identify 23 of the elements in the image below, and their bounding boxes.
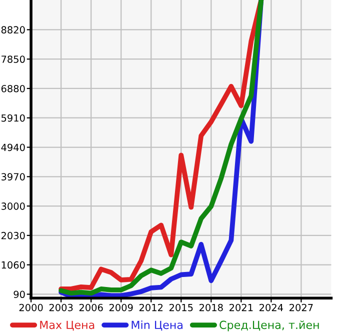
x-tick-label: 2024 xyxy=(260,304,283,312)
legend-label: Max Цена xyxy=(40,320,94,331)
x-tick-label: 2006 xyxy=(79,304,103,312)
y-tick-label: 1060 xyxy=(2,261,25,269)
y-tick-label: 6880 xyxy=(1,84,25,92)
y-tick-label: 3970 xyxy=(1,173,25,180)
x-tick-label: 2003 xyxy=(49,304,73,312)
y-tick-label: 2030 xyxy=(1,232,25,240)
y-tick-label: 4940 xyxy=(1,144,25,152)
y-tick-label: 3000 xyxy=(1,202,25,210)
y-tick-label: 5910 xyxy=(2,114,25,122)
x-tick-label: 2009 xyxy=(109,304,133,312)
y-tick-label: 7850 xyxy=(2,56,25,63)
x-tick-label: 2000 xyxy=(19,304,43,312)
x-tick-label: 2018 xyxy=(199,304,223,312)
y-tick-label: 8820 xyxy=(1,26,25,34)
x-tick-label: 2015 xyxy=(169,304,193,312)
legend-label: Min Цена xyxy=(132,320,182,331)
x-tick-label: 2021 xyxy=(229,304,253,312)
y-tick-label: 90 xyxy=(14,290,25,298)
x-tick-label: 2027 xyxy=(290,304,313,312)
x-tick-label: 2012 xyxy=(139,304,163,312)
legend-label: Сред.Цена, т.йен xyxy=(220,320,319,332)
